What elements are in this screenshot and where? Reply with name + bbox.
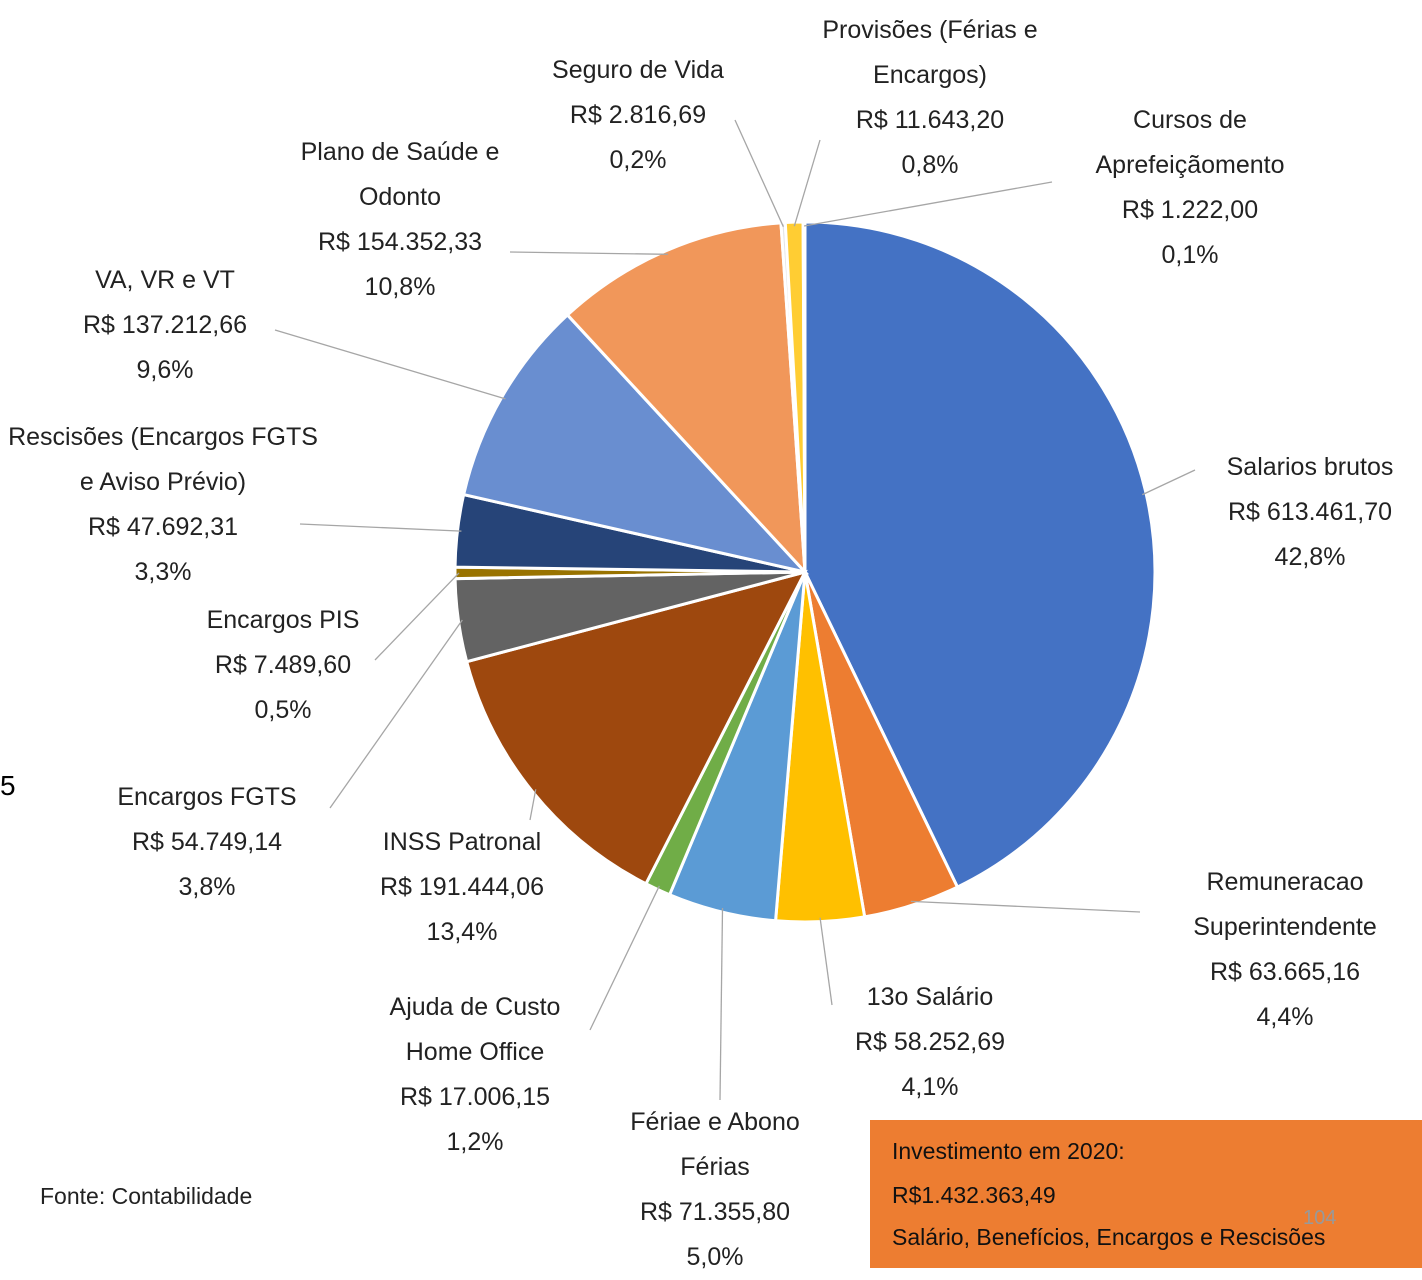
slice-label: Rescisões (Encargos FGTS e Aviso Prévio)… <box>3 415 323 595</box>
label-name: Seguro de Vida <box>552 56 724 84</box>
pie-slice <box>464 569 808 886</box>
slice-label: Provisões (Férias e Encargos) R$ 11.643,2… <box>799 8 1061 188</box>
slice-label: Fériae e Abono Férias R$ 71.355,80 5,0% <box>595 1100 835 1280</box>
label-name: Salarios brutos <box>1226 453 1394 481</box>
label-name: Provisões (Férias e Encargos) <box>822 16 1038 89</box>
label-percent: 1,2% <box>446 1128 504 1156</box>
leader-line <box>329 619 463 809</box>
label-name: VA, VR e VT <box>95 266 235 294</box>
label-amount: R$ 47.692,31 <box>87 513 239 541</box>
label-percent: 10,8% <box>364 273 436 301</box>
label-percent: 3,8% <box>178 873 236 901</box>
label-amount: R$ 11.643,20 <box>855 106 1005 134</box>
leader-line <box>910 900 1141 913</box>
summary-line: Salário, Benefícios, Encargos e Rescisõe… <box>892 1224 1326 1250</box>
summary-line: R$1.432.363,49 <box>892 1182 1056 1208</box>
slice-label: Ajuda de Custo Home Office R$ 17.006,15 1,… <box>355 985 595 1165</box>
page-number: 104 <box>1303 1207 1337 1229</box>
source: Fonte: Contabilidade <box>40 1183 253 1209</box>
label-name: Remuneracao Superintendente <box>1193 868 1377 941</box>
leader-line <box>374 572 460 661</box>
slice-label: VA, VR e VT R$ 137.212,66 9,6% <box>45 258 285 393</box>
slice-label: INSS Patronal R$ 191.444,06 13,4% <box>342 820 582 955</box>
label-amount: R$ 54.749,14 <box>131 828 283 856</box>
label-percent: 13,4% <box>426 918 498 946</box>
pie-slice <box>803 220 1157 890</box>
label-percent: 0,1% <box>1161 241 1219 269</box>
label-percent: 5,0% <box>686 1243 744 1271</box>
side-text: 5 <box>0 770 16 801</box>
slice-label: 13o Salário R$ 58.252,69 4,1% <box>820 975 1040 1110</box>
label-name: Encargos FGTS <box>117 783 297 811</box>
label-percent: 0,5% <box>254 696 312 724</box>
label-percent: 3,3% <box>134 558 192 586</box>
label-amount: R$ 1.222,00 <box>1121 196 1259 224</box>
label-percent: 4,4% <box>1256 1003 1314 1031</box>
leader-line <box>803 181 1053 227</box>
label-percent: 0,2% <box>609 146 667 174</box>
slice-label: Plano de Saúde e Odonto R$ 154.352,33 10,8… <box>260 130 540 310</box>
leader-line <box>734 119 784 227</box>
label-name: Fériae e Abono Férias <box>630 1108 800 1181</box>
label-name: Plano de Saúde e Odonto <box>300 138 500 211</box>
label-name: Ajuda de Custo Home Office <box>389 993 561 1066</box>
label-amount: R$ 137.212,66 <box>82 311 248 339</box>
leader-line <box>589 885 660 1031</box>
slice-label: Cursos de Aprefeiçãomento R$ 1.222,00 0,1% <box>1045 98 1335 278</box>
leader-line <box>299 523 462 532</box>
slice-label: Encargos PIS R$ 7.489,60 0,5% <box>173 598 393 733</box>
label-amount: R$ 154.352,33 <box>317 228 483 256</box>
label-percent: 0,8% <box>901 151 959 179</box>
label-amount: R$ 58.252,69 <box>854 1028 1006 1056</box>
leader-line <box>1141 469 1196 496</box>
label-amount: R$ 191.444,06 <box>379 873 545 901</box>
leader-line <box>509 251 668 255</box>
label-percent: 9,6% <box>136 356 194 384</box>
label-amount: R$ 63.665,16 <box>1209 958 1361 986</box>
leader-line <box>719 908 724 1101</box>
label-name: Cursos de Aprefeiçãomento <box>1095 106 1285 179</box>
leader-line <box>819 917 833 1006</box>
label-amount: R$ 17.006,15 <box>399 1083 551 1111</box>
pie-slice <box>801 220 807 573</box>
summary-line: Investimento em 2020: <box>892 1138 1125 1164</box>
leader-line <box>793 139 821 227</box>
label-amount: R$ 2.816,69 <box>569 101 707 129</box>
label-amount: R$ 613.461,70 <box>1227 498 1393 526</box>
label-percent: 4,1% <box>901 1073 959 1101</box>
summary-box: Investimento em 2020: R$1.432.363,49 Sal… <box>870 1120 1422 1268</box>
label-name: Rescisões (Encargos FGTS e Aviso Prévio) <box>8 423 318 496</box>
label-name: INSS Patronal <box>382 828 542 856</box>
slice-label: Seguro de Vida R$ 2.816,69 0,2% <box>518 48 758 183</box>
label-name: 13o Salário <box>866 983 994 1011</box>
label-name: Encargos PIS <box>206 606 360 634</box>
slice-label: Encargos FGTS R$ 54.749,14 3,8% <box>87 775 327 910</box>
slice-label: Remuneracao Superintendente R$ 63.665,16 4… <box>1155 860 1415 1040</box>
pie-slice <box>565 221 807 577</box>
leader-line <box>274 329 506 400</box>
slice-label: Salarios brutos R$ 613.461,70 42,8% <box>1185 445 1422 580</box>
pie-slice <box>461 312 810 575</box>
label-percent: 42,8% <box>1274 543 1346 571</box>
label-amount: R$ 71.355,80 <box>639 1198 791 1226</box>
leader-line <box>529 789 537 821</box>
label-amount: R$ 7.489,60 <box>214 651 352 679</box>
